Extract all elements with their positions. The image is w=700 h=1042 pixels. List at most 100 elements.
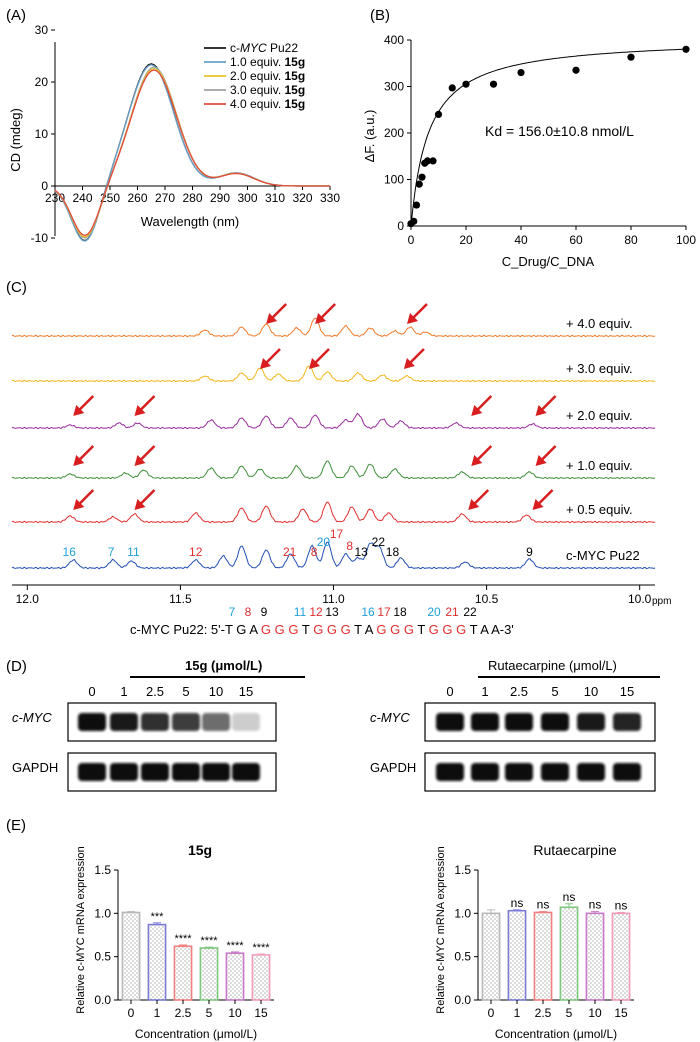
b-data-point bbox=[517, 68, 525, 77]
a-xlabel: Wavelength (nm) bbox=[141, 214, 240, 229]
e-bar bbox=[481, 912, 501, 1001]
b-xtick-label: 40 bbox=[514, 233, 528, 247]
c-spectrum-label: + 2.0 equiv. bbox=[566, 408, 633, 423]
c-xtick-label: 12.0 bbox=[16, 592, 40, 606]
e-bar bbox=[585, 912, 605, 1001]
d-lane-label: 1 bbox=[120, 684, 127, 699]
d-left-row-gapdh: GAPDH bbox=[12, 760, 58, 775]
d-blot-band bbox=[505, 763, 533, 781]
c-seq-number: 11 bbox=[294, 605, 307, 619]
d-blot-band bbox=[172, 713, 200, 731]
a-ytick-label: 0 bbox=[41, 179, 48, 193]
e-xtick-label: 1 bbox=[514, 1006, 521, 1020]
e-bar bbox=[199, 947, 219, 1001]
a-ytick-label: 30 bbox=[35, 23, 49, 37]
a-xtick-label: 320 bbox=[292, 191, 312, 205]
c-spectrum-line bbox=[11, 365, 656, 383]
e-ytick-label: 0.5 bbox=[454, 950, 471, 964]
b-data-point bbox=[627, 53, 635, 61]
c-seq-number: 13 bbox=[325, 605, 339, 619]
d-lane-label: 5 bbox=[551, 684, 558, 699]
b-data-point bbox=[489, 80, 498, 88]
d-lane-label: 10 bbox=[584, 684, 598, 699]
d-blot-band bbox=[577, 713, 605, 731]
c-spectrum-label: + 3.0 equiv. bbox=[566, 361, 633, 376]
c-sequence-text: 5'-T G A G G G T G G G T A G G G T G G G… bbox=[211, 622, 514, 637]
c-arrow-head bbox=[266, 313, 278, 324]
d-lane-label: 0 bbox=[88, 684, 95, 699]
b-data-point bbox=[423, 157, 432, 165]
c-red-arrow bbox=[406, 303, 428, 324]
c-spectrum-line bbox=[11, 501, 656, 524]
e-xtick-label: 2.5 bbox=[535, 1006, 552, 1020]
e-significance: **** bbox=[252, 942, 270, 954]
c-arrow-head bbox=[73, 405, 85, 416]
c-seq-number: 20 bbox=[427, 605, 441, 619]
a-xtick-label: 270 bbox=[155, 191, 175, 205]
a-ytick-label: -10 bbox=[31, 231, 49, 245]
b-data-point bbox=[418, 173, 426, 181]
e-bar bbox=[507, 909, 527, 1001]
c-spectrum-line bbox=[11, 460, 656, 480]
b-xtick-label: 0 bbox=[408, 233, 415, 247]
d-lane-label: 2.5 bbox=[510, 684, 528, 699]
panel-label-a: (A) bbox=[6, 7, 26, 24]
c-arrow-head bbox=[260, 358, 272, 369]
d-blot-band bbox=[172, 763, 200, 781]
c-peak-label: 16 bbox=[63, 545, 77, 559]
c-xtick-label: 11.0 bbox=[322, 592, 345, 606]
e-bar bbox=[559, 906, 579, 1001]
c-xtick-label: 10.5 bbox=[475, 592, 499, 606]
b-ytick-label: 300 bbox=[384, 80, 404, 94]
e-xtick-label: 10 bbox=[588, 1006, 602, 1020]
b-data-point bbox=[429, 157, 437, 165]
c-seq-number: 21 bbox=[445, 605, 459, 619]
e-significance: *** bbox=[151, 911, 165, 923]
b-data-point bbox=[448, 84, 456, 92]
binding-curve-chart: 0 100 200 300 400 0 20 40 60 80 100 Kd = 156.0±10… bbox=[362, 33, 696, 269]
panel-label-d: (D) bbox=[6, 658, 27, 675]
d-blot-band bbox=[141, 763, 169, 781]
c-red-arrow bbox=[73, 445, 95, 466]
e-xtick-label: 15 bbox=[254, 1006, 268, 1020]
c-red-arrow bbox=[73, 395, 95, 416]
c-arrow-head bbox=[134, 455, 146, 466]
c-peak-label: 13 bbox=[355, 545, 369, 559]
c-seq-number: 17 bbox=[377, 605, 391, 619]
d-blot-band bbox=[110, 763, 138, 781]
e-xtick-label: 15 bbox=[614, 1006, 628, 1020]
b-ytick-label: 0 bbox=[397, 219, 404, 233]
c-arrow-head bbox=[471, 405, 483, 416]
c-arrow-head bbox=[134, 405, 146, 416]
c-spectrum-label: + 1.0 equiv. bbox=[566, 458, 633, 473]
c-seq-number: 22 bbox=[463, 605, 477, 619]
e-bar bbox=[611, 912, 631, 1001]
western-blot-panel: 15g (μmol/L) Rutaecarpine (μmol/L) 0 0 1 1 2… bbox=[12, 658, 660, 792]
a-xtick-label: 290 bbox=[210, 191, 230, 205]
b-ytick-label: 400 bbox=[384, 33, 404, 47]
c-red-arrow bbox=[134, 445, 156, 466]
d-lane-label: 5 bbox=[182, 684, 189, 699]
b-xtick-label: 100 bbox=[676, 233, 696, 247]
c-seq-number: 8 bbox=[245, 605, 252, 619]
b-xtick-label: 60 bbox=[569, 233, 583, 247]
c-spectrum-label: + 4.0 equiv. bbox=[566, 316, 633, 331]
c-peak-label: 21 bbox=[283, 545, 297, 559]
d-right-title: Rutaecarpine (μmol/L) bbox=[488, 658, 617, 673]
c-xtick-label: 11.5 bbox=[169, 592, 192, 606]
b-data-point bbox=[682, 45, 690, 53]
e2-ylabel: Relative c-MYC mRNA expression bbox=[435, 846, 447, 1014]
a-ytick-label: 20 bbox=[35, 75, 49, 89]
c-peak-label: 8 bbox=[346, 539, 353, 553]
e-ytick-label: 0.0 bbox=[94, 993, 111, 1007]
b-xtick-label: 80 bbox=[624, 233, 638, 247]
c-seq-number: 18 bbox=[393, 605, 407, 619]
b-ytick-label: 200 bbox=[384, 126, 404, 140]
a-xtick-label: 310 bbox=[265, 191, 285, 205]
c-peak-label: 7 bbox=[108, 545, 115, 559]
e-xtick-label: 1 bbox=[154, 1006, 161, 1020]
d-blot-band bbox=[471, 763, 499, 781]
a-legend-label: 4.0 equiv. 15g bbox=[230, 97, 305, 111]
c-arrow-head bbox=[403, 358, 415, 369]
